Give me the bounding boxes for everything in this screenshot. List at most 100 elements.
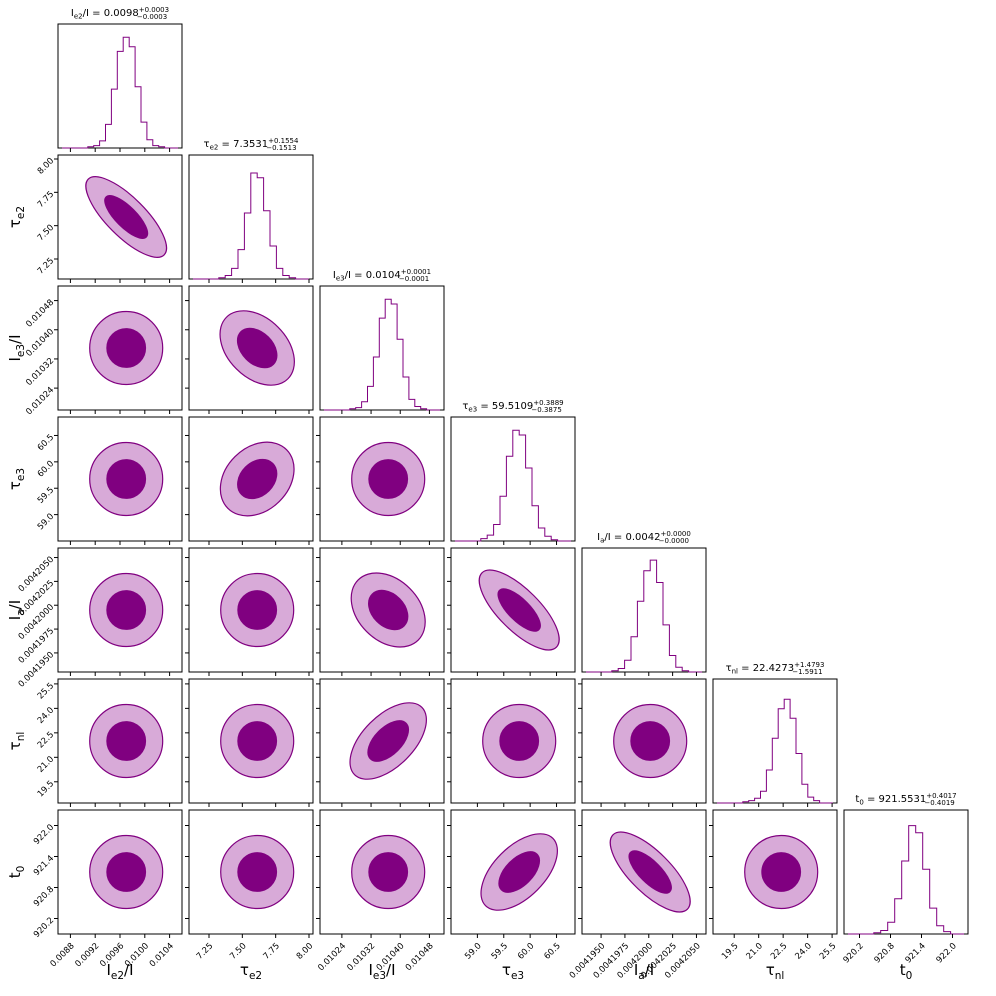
contour-group-tnl-vs-te3	[482, 703, 557, 779]
xtick-label-te2-1: 7.50	[228, 941, 248, 961]
ylabel-te2: τe2	[6, 206, 27, 228]
contour-inner-tnl-vs-ie2	[106, 721, 147, 761]
contour-inner-te3-vs-te2	[237, 458, 278, 500]
hist-title-tnl: τnl = 22.4273+1.4793 −1.5911	[726, 661, 825, 676]
xlabel-te2: τe2	[240, 961, 262, 982]
contour-inner-t0-vs-te2	[237, 852, 278, 892]
contour-inner-t0-vs-te3	[498, 851, 541, 893]
hist-title-ie3: Ie3/I = 0.0104+0.0001 −0.0001	[333, 268, 431, 283]
ytick-label-te2-3: 8.00	[36, 156, 56, 176]
contour-inner-te3-vs-ie2	[106, 459, 147, 499]
xtick-label-te3-3: 60.5	[542, 941, 562, 961]
hist-frame-tnl	[712, 678, 838, 804]
xtick-label-tnl-0: 19.5	[720, 941, 740, 961]
ytick-label-te3-3: 60.5	[36, 433, 56, 453]
ylabel-ia: Ia/I	[6, 600, 27, 620]
xtick-label-te2-3: 8.00	[295, 941, 315, 961]
ytick-label-tnl-4: 25.5	[36, 681, 56, 701]
xtick-label-tnl-2: 22.5	[769, 941, 789, 961]
xlabel-ia: Ia/I	[634, 961, 654, 982]
contour-inner-t0-vs-ia	[628, 850, 672, 894]
contour-group-te3-vs-ie3	[351, 441, 426, 517]
xtick-label-te3-0: 59.0	[463, 941, 483, 961]
ytick-label-te3-2: 60.0	[36, 459, 56, 479]
hist-title-te3: τe3 = 59.5109+0.3889 −0.3875	[462, 399, 563, 414]
contour-group-tnl-vs-ia	[613, 703, 688, 779]
contour-group-t0-vs-ie3	[351, 834, 426, 910]
hist-frame-ie3	[319, 285, 445, 411]
ylabel-t0: t0	[6, 866, 27, 879]
xtick-label-t0-1: 920.8	[873, 941, 897, 965]
xtick-label-te3-1: 59.5	[490, 941, 510, 961]
contour-inner-te2-vs-ie2	[104, 195, 149, 239]
contour-group-t0-vs-te3	[480, 833, 558, 911]
contour-inner-tnl-vs-te3	[499, 721, 540, 761]
contour-inner-ia-vs-ie3	[368, 589, 409, 631]
ytick-label-ie3-3: 0.01048	[24, 298, 56, 330]
contour-inner-te3-vs-ie3	[368, 459, 409, 499]
xtick-label-t0-0: 920.2	[842, 941, 866, 965]
ytick-label-te2-1: 7.50	[36, 223, 56, 243]
contour-inner-ie3-vs-te2	[236, 327, 278, 369]
ytick-label-te2-0: 7.25	[36, 256, 56, 276]
contour-inner-ie3-vs-ie2	[106, 328, 147, 368]
hist-title-ie2: Ie2/I = 0.0098+0.0003 −0.0003	[71, 6, 169, 21]
xtick-label-te3-2: 60.0	[516, 941, 536, 961]
hist-frame-ia	[581, 547, 707, 673]
ytick-label-tnl-3: 24.0	[36, 706, 56, 726]
ytick-label-ie3-2: 0.01040	[24, 327, 56, 359]
hist-line-ie3	[324, 298, 440, 411]
hist-line-ia	[586, 559, 702, 673]
hist-line-tnl	[717, 698, 833, 804]
xlabel-te3: τe3	[502, 961, 524, 982]
contour-group-ie3-vs-te2	[219, 310, 295, 386]
contour-inner-t0-vs-ie3	[368, 852, 409, 892]
contour-group-tnl-vs-ie3	[349, 702, 427, 780]
xtick-label-tnl-3: 24.0	[793, 941, 813, 961]
contour-group-te3-vs-ie2	[89, 441, 164, 517]
xtick-label-ie3-0: 0.01024	[316, 941, 348, 973]
contour-group-t0-vs-tnl	[744, 834, 819, 910]
hist-line-te3	[455, 429, 571, 542]
contour-group-ie3-vs-ie2	[89, 310, 164, 386]
hist-title-t0: t0 = 921.5531+0.4017 −0.4019	[855, 792, 956, 807]
xtick-label-ie2-2: 0.0096	[98, 941, 126, 969]
xtick-label-t0-3: 922.0	[935, 941, 959, 965]
contour-inner-t0-vs-ie2	[106, 852, 147, 892]
contour-group-t0-vs-te2	[220, 834, 295, 910]
ytick-label-tnl-2: 22.5	[36, 730, 56, 750]
xtick-label-tnl-1: 21.0	[745, 941, 765, 961]
hist-line-te2	[193, 172, 309, 280]
contour-group-ia-vs-te3	[478, 569, 560, 651]
ytick-label-tnl-1: 21.0	[36, 754, 56, 774]
ylabel-tnl: τnl	[6, 732, 27, 751]
contour-group-t0-vs-ia	[609, 831, 691, 913]
hist-frame-ie2	[57, 23, 183, 149]
xtick-label-ie2-1: 0.0092	[73, 941, 101, 969]
contour-group-t0-vs-ie2	[89, 834, 164, 910]
ytick-label-tnl-0: 19.5	[36, 779, 56, 799]
ytick-label-ie3-1: 0.01032	[24, 356, 56, 388]
contour-group-te2-vs-ie2	[85, 176, 168, 258]
hist-line-t0	[848, 825, 964, 935]
xlabel-tnl: τnl	[766, 961, 785, 982]
ytick-label-te2-2: 7.75	[36, 189, 56, 209]
contour-group-tnl-vs-te2	[220, 703, 295, 779]
contour-inner-tnl-vs-ia	[630, 721, 671, 761]
xtick-label-te2-0: 7.25	[195, 941, 215, 961]
ytick-label-t0-0: 920.2	[32, 916, 56, 940]
xtick-label-ie2-0: 0.0088	[49, 941, 77, 969]
xtick-label-tnl-4: 25.5	[818, 941, 838, 961]
ytick-label-t0-3: 922.0	[32, 823, 56, 847]
contour-inner-ia-vs-te2	[237, 590, 278, 630]
ytick-label-t0-2: 921.4	[32, 854, 56, 878]
ytick-label-ie3-0: 0.01024	[24, 385, 56, 417]
hist-title-ia: Ia/I = 0.0042+0.0000 −0.0000	[597, 530, 691, 545]
xlabel-ie3: Ie3/I	[368, 961, 395, 982]
ylabel-te3: τe3	[6, 468, 27, 490]
xtick-label-t0-2: 921.4	[904, 941, 928, 965]
contour-group-ia-vs-ie2	[89, 572, 164, 648]
contour-group-ia-vs-ie3	[350, 572, 426, 648]
hist-frame-t0	[843, 809, 969, 935]
